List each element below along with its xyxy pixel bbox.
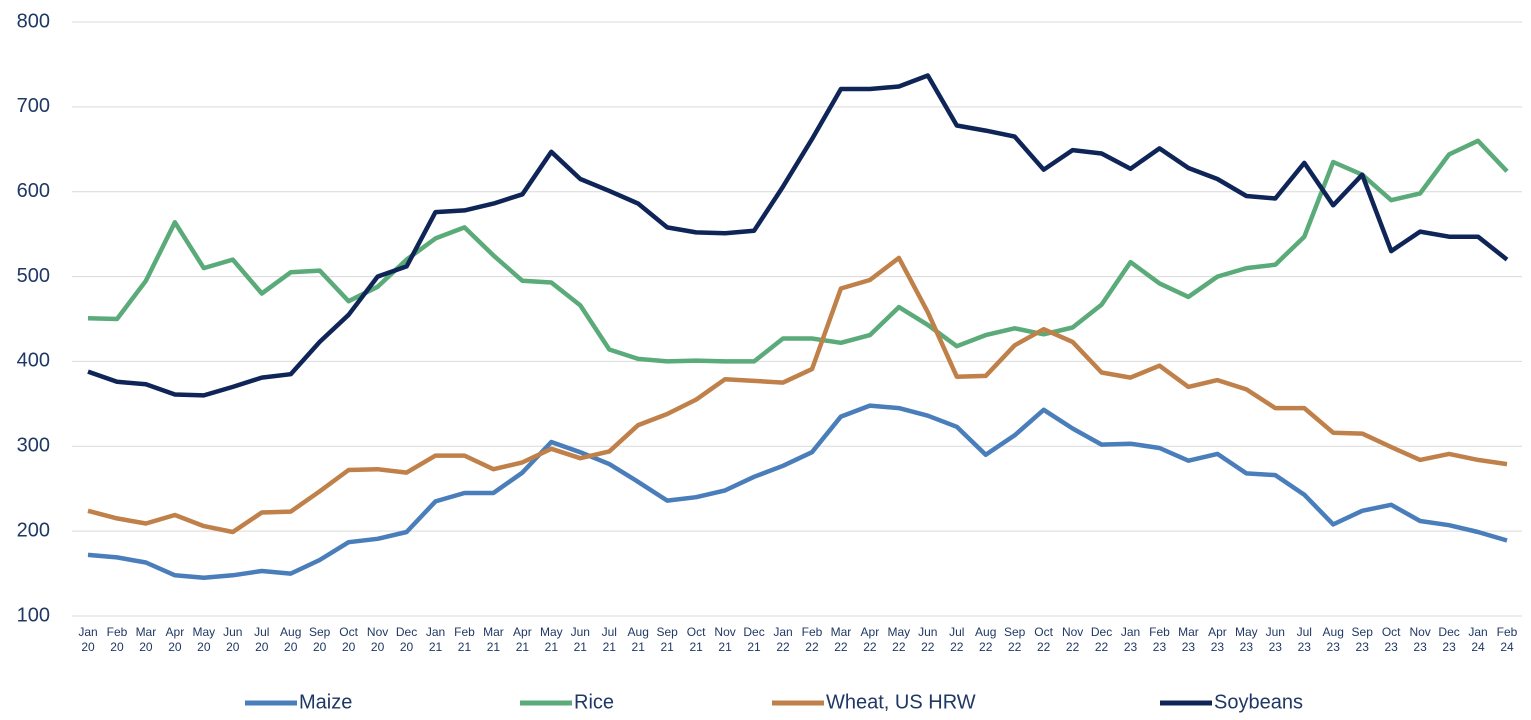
x-tick-label: Nov 20 <box>366 625 389 654</box>
x-tick-label: Nov 21 <box>714 625 736 654</box>
x-tick-label: Jul 23 <box>1296 625 1312 654</box>
series-line <box>87 403 1508 581</box>
x-tick-label: Apr 21 <box>513 625 532 654</box>
x-tick-label: Dec 22 <box>1090 625 1113 654</box>
x-tick-label: Jan 22 <box>773 625 793 654</box>
x-tick-label: Feb 23 <box>1149 625 1170 654</box>
legend-label: Rice <box>574 691 614 713</box>
x-tick-label: May 22 <box>887 625 911 654</box>
x-tick-label: May 21 <box>540 625 563 654</box>
x-tick-label: Jun 22 <box>918 625 938 654</box>
x-tick-label: Dec 21 <box>743 625 765 654</box>
x-tick-label: Nov 23 <box>1409 625 1431 654</box>
x-tick-label: Jan 23 <box>1120 625 1141 654</box>
y-tick-label: 100 <box>17 604 50 626</box>
x-tick-label: Feb 22 <box>801 625 823 654</box>
x-tick-label: Oct 21 <box>686 625 706 654</box>
y-tick-label: 700 <box>17 95 50 117</box>
x-tick-label: May 23 <box>1235 625 1258 654</box>
x-tick-label: Jan 24 <box>1468 625 1488 654</box>
x-tick-label: May 20 <box>192 625 216 654</box>
x-tick-label: Aug 20 <box>280 625 302 654</box>
x-tick-label: Jun 23 <box>1265 625 1285 654</box>
x-tick-label: Feb 24 <box>1496 625 1518 654</box>
x-tick-label: Jun 21 <box>570 625 590 654</box>
x-tick-label: Aug 21 <box>627 625 649 654</box>
x-tick-label: Jan 20 <box>78 625 98 654</box>
x-tick-label: Mar 22 <box>830 625 852 654</box>
series-line <box>87 255 1508 535</box>
x-tick-label: Oct 22 <box>1034 625 1053 654</box>
series-line <box>87 138 1509 364</box>
legend-label: Maize <box>299 691 352 713</box>
y-tick-label: 600 <box>17 180 50 202</box>
x-tick-label: Mar 21 <box>483 625 504 654</box>
x-tick-label: Oct 20 <box>339 625 358 654</box>
x-tick-label: Feb 20 <box>106 625 128 654</box>
legend-label: Wheat, US HRW <box>826 691 976 713</box>
x-tick-label: Jun 20 <box>223 625 243 654</box>
x-tick-label: Mar 20 <box>135 625 157 654</box>
x-tick-label: Jul 22 <box>949 625 965 654</box>
x-tick-label: Sep 22 <box>1004 625 1026 654</box>
x-tick-label: Jan 21 <box>425 625 446 654</box>
x-tick-label: Sep 20 <box>308 625 331 654</box>
x-tick-label: Sep 21 <box>656 625 678 654</box>
x-tick-label: Mar 23 <box>1178 625 1199 654</box>
y-tick-label: 400 <box>17 350 50 372</box>
legend-label: Soybeans <box>1214 691 1303 713</box>
x-tick-label: Jul 21 <box>601 625 617 654</box>
x-tick-label: Aug 23 <box>1322 625 1344 654</box>
series-line <box>87 73 1509 398</box>
x-tick-label: Oct 23 <box>1381 625 1401 654</box>
y-tick-label: 500 <box>17 265 50 287</box>
x-tick-label: Nov 22 <box>1061 625 1084 654</box>
x-tick-label: Apr 23 <box>1208 625 1227 654</box>
y-tick-label: 800 <box>17 10 50 32</box>
x-tick-label: Apr 20 <box>165 625 185 654</box>
x-tick-label: Dec 23 <box>1438 625 1460 654</box>
x-tick-label: Jul 20 <box>254 625 270 654</box>
x-tick-label: Dec 20 <box>395 625 418 654</box>
x-tick-label: Feb 21 <box>454 625 475 654</box>
y-tick-label: 200 <box>17 519 50 541</box>
y-tick-label: 300 <box>17 435 50 457</box>
x-tick-label: Aug 22 <box>975 625 997 654</box>
x-tick-label: Apr 22 <box>860 625 880 654</box>
x-tick-label: Sep 23 <box>1351 625 1373 654</box>
